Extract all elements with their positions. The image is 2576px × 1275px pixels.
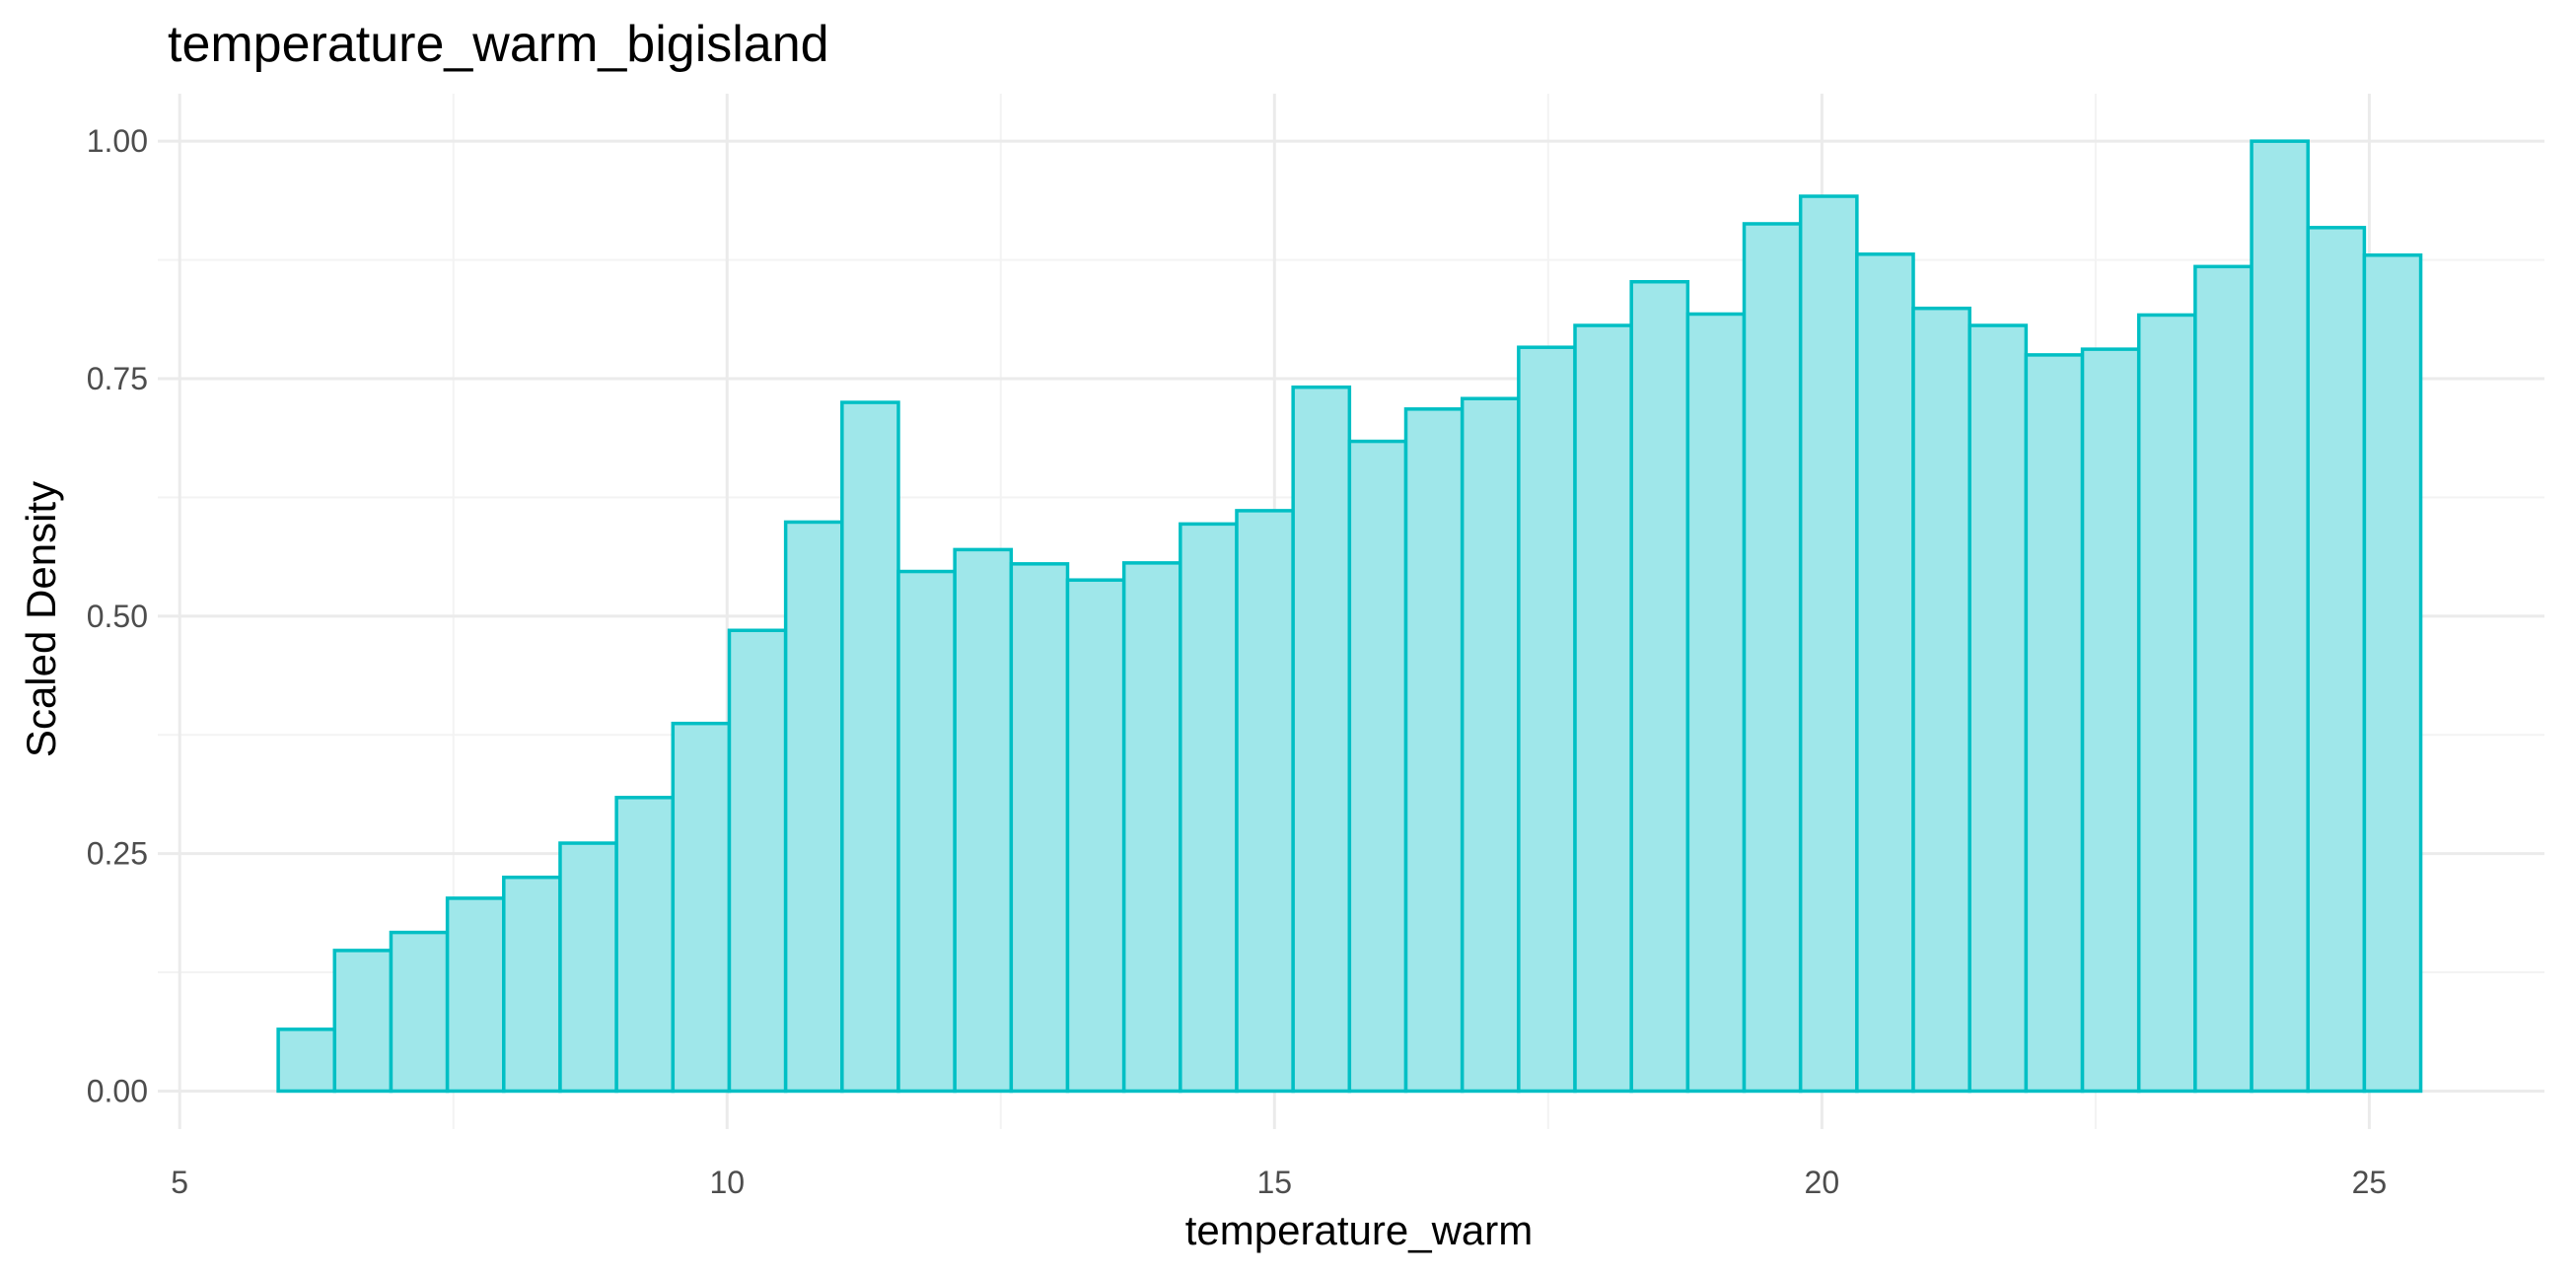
histogram-bars [276,139,2423,1094]
x-axis-tick-labels: 5 10 15 20 25 [171,1165,2387,1200]
histogram-bar [1121,561,1182,1094]
histogram-bar [1968,323,2029,1094]
histogram-bar [332,949,394,1094]
histogram-bar [614,796,676,1094]
y-tick-label: 0.50 [87,599,148,634]
histogram-bar [1685,312,1747,1094]
histogram-bar [2136,313,2197,1094]
histogram-bar [1235,509,1295,1094]
histogram-bar [276,1027,337,1094]
histogram-bar [1347,439,1408,1094]
histogram-bar [1629,279,1690,1094]
chart-title: temperature_warm_bigisland [168,16,829,73]
histogram-bar [1855,252,1915,1094]
histogram-bar [1798,194,1859,1094]
histogram-bar [840,400,900,1094]
x-tick-label: 10 [709,1165,745,1200]
histogram-bar [2306,226,2367,1094]
histogram-bar [2193,264,2254,1094]
histogram-bar [783,520,844,1094]
histogram-bar [2080,347,2141,1094]
y-tick-label: 1.00 [87,123,148,159]
histogram-bar [1179,522,1239,1094]
x-tick-label: 25 [2352,1165,2388,1200]
histogram-bar [1460,396,1521,1094]
x-tick-label: 15 [1256,1165,1292,1200]
histogram-bar [1742,222,1803,1094]
x-tick-label: 20 [1805,1165,1840,1200]
histogram-bar [1573,323,1633,1094]
y-axis-title: Scaled Density [18,481,64,757]
histogram-bar [1517,345,1577,1094]
y-tick-label: 0.75 [87,361,148,396]
histogram-bar [389,930,450,1094]
histogram-bar [445,896,506,1094]
histogram-bar [558,841,618,1094]
histogram-bar [1065,578,1126,1094]
histogram-bar [1009,562,1070,1094]
y-tick-label: 0.00 [87,1073,148,1108]
histogram-bar [2362,253,2423,1094]
histogram-bar [1911,306,1971,1094]
histogram-bar [671,721,732,1094]
x-axis-title: temperature_warm [1185,1207,1533,1253]
y-axis-tick-labels: 0.00 0.25 0.50 0.75 1.00 [87,123,148,1108]
histogram-bar [953,547,1014,1094]
histogram-bar [896,569,957,1094]
x-tick-label: 5 [171,1165,188,1200]
histogram-bar [1403,407,1465,1094]
y-tick-label: 0.25 [87,836,148,872]
histogram-bar [502,875,562,1094]
histogram-bar [2250,139,2310,1094]
histogram-bar [727,628,788,1094]
histogram-bar [1291,385,1352,1094]
histogram-bar [2024,353,2085,1094]
